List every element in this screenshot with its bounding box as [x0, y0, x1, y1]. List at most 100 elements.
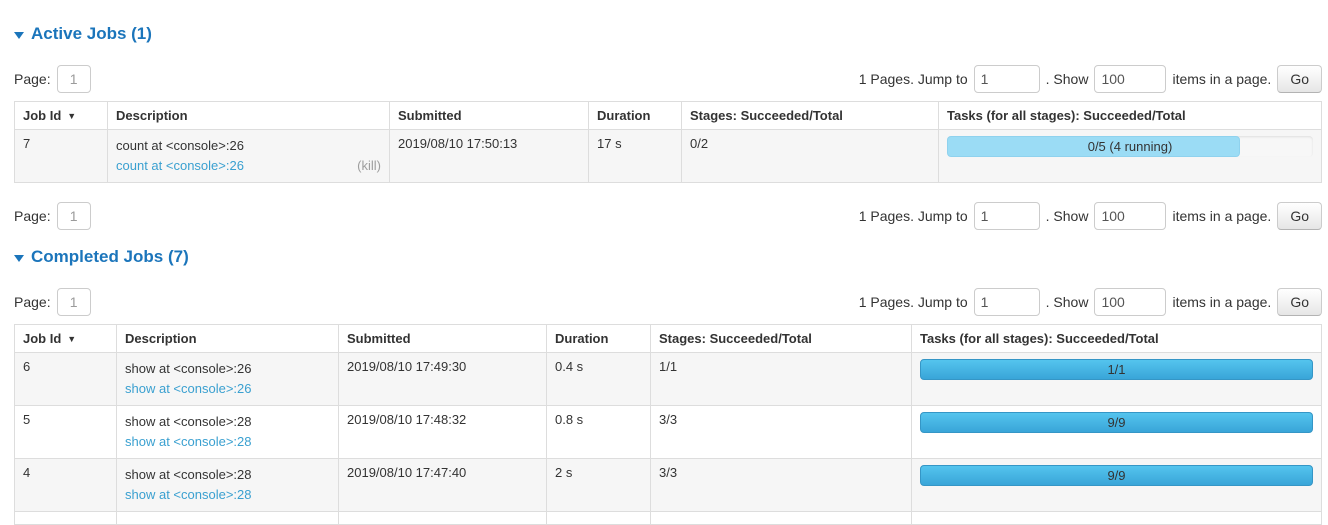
- description-cell: show at <console>:28 show at <console>:2…: [116, 405, 339, 459]
- job-id-cell: 4: [14, 458, 117, 512]
- completed-jobs-header[interactable]: Completed Jobs (7): [14, 247, 1322, 267]
- items-per-page-text: items in a page.: [1172, 208, 1272, 224]
- stages-cell: 3/3: [650, 458, 912, 512]
- job-detail-link[interactable]: show at <console>:28: [125, 487, 252, 502]
- description-cell: show at <console>:28 show at <console>:2…: [116, 458, 339, 512]
- column-header-stages[interactable]: Stages: Succeeded/Total: [681, 101, 939, 130]
- pages-count-text: 1 Pages. Jump to: [858, 294, 968, 310]
- page-label: Page:: [14, 294, 51, 310]
- stages-cell: 0/2: [681, 129, 939, 183]
- description-cell: count at <console>:26 count at <console>…: [107, 129, 390, 183]
- items-per-page-text: items in a page.: [1172, 71, 1272, 87]
- job-description-text: show at <console>:26: [125, 361, 252, 376]
- jump-to-page-input[interactable]: [973, 202, 1040, 230]
- collapse-arrow-icon: [14, 31, 24, 39]
- duration-cell: 2 s: [546, 458, 651, 512]
- jump-to-page-input[interactable]: [973, 288, 1040, 316]
- table-row: 7 count at <console>:26 count at <consol…: [14, 129, 1322, 183]
- duration-cell: 0.4 s: [546, 352, 651, 406]
- job-detail-link[interactable]: show at <console>:28: [125, 434, 252, 449]
- column-header-job-id[interactable]: Job Id ▼: [14, 324, 117, 353]
- table-row: 4 show at <console>:28 show at <console>…: [14, 458, 1322, 512]
- submitted-cell: 2019/08/10 17:50:13: [389, 129, 589, 183]
- completed-jobs-title: Completed Jobs (7): [31, 247, 189, 266]
- pages-count-text: 1 Pages. Jump to: [858, 208, 968, 224]
- progress-fill: [920, 412, 1313, 433]
- page-label: Page:: [14, 208, 51, 224]
- tasks-cell: 9/9: [911, 405, 1322, 459]
- column-header-duration[interactable]: Duration: [546, 324, 651, 353]
- column-header-description[interactable]: Description: [116, 324, 339, 353]
- progress-label: 0/5 (4 running): [1087, 139, 1173, 154]
- column-header-duration[interactable]: Duration: [588, 101, 682, 130]
- stages-cell: 3/3: [650, 405, 912, 459]
- sort-arrow-icon: ▼: [67, 111, 77, 121]
- submitted-cell: 2019/08/10 17:48:32: [338, 405, 547, 459]
- completed-jobs-header-row: Job Id ▼ Description Submitted Duration S…: [14, 324, 1322, 353]
- jump-to-page-input[interactable]: [973, 65, 1040, 93]
- column-header-description[interactable]: Description: [107, 101, 390, 130]
- tasks-cell: 9/9: [911, 458, 1322, 512]
- kill-job-link[interactable]: (kill): [357, 158, 381, 173]
- sort-arrow-icon: ▼: [67, 334, 77, 344]
- job-description-text: show at <console>:28: [125, 414, 252, 429]
- column-header-tasks[interactable]: Tasks (for all stages): Succeeded/Total: [938, 101, 1322, 130]
- pages-count-text: 1 Pages. Jump to: [858, 71, 968, 87]
- collapse-arrow-icon: [14, 254, 24, 262]
- items-per-page-text: items in a page.: [1172, 294, 1272, 310]
- items-per-page-input[interactable]: [1094, 288, 1167, 316]
- progress-label: 9/9: [1107, 415, 1126, 430]
- show-text: . Show: [1045, 71, 1089, 87]
- active-jobs-header[interactable]: Active Jobs (1): [14, 24, 1322, 44]
- go-button[interactable]: Go: [1277, 288, 1322, 316]
- job-description-text: count at <console>:26: [116, 138, 244, 153]
- table-row: 5 show at <console>:28 show at <console>…: [14, 405, 1322, 459]
- duration-cell: 17 s: [588, 129, 682, 183]
- progress-label: 9/9: [1107, 468, 1126, 483]
- go-button[interactable]: Go: [1277, 65, 1322, 93]
- items-per-page-input[interactable]: [1094, 202, 1167, 230]
- items-per-page-input[interactable]: [1094, 65, 1167, 93]
- go-button[interactable]: Go: [1277, 202, 1322, 230]
- progress-fill: [920, 465, 1313, 486]
- active-jobs-title: Active Jobs (1): [31, 24, 152, 43]
- column-header-submitted[interactable]: Submitted: [338, 324, 547, 353]
- job-id-cell: 5: [14, 405, 117, 459]
- tasks-progress-bar: 0/5 (4 running): [947, 136, 1313, 157]
- pagination-completed-top: Page: 1 Pages. Jump to . Show items in a…: [14, 288, 1322, 316]
- page-number-input[interactable]: [56, 65, 91, 93]
- column-header-stages[interactable]: Stages: Succeeded/Total: [650, 324, 912, 353]
- submitted-cell: 2019/08/10 17:47:40: [338, 458, 547, 512]
- job-description-text: show at <console>:28: [125, 467, 252, 482]
- column-header-tasks[interactable]: Tasks (for all stages): Succeeded/Total: [911, 324, 1322, 353]
- page-number-input[interactable]: [56, 202, 91, 230]
- description-cell: show at <console>:26 show at <console>:2…: [116, 352, 339, 406]
- show-text: . Show: [1045, 208, 1089, 224]
- table-row-partial: [14, 511, 1322, 525]
- tasks-progress-bar: 1/1: [920, 359, 1313, 380]
- pagination-active-top: Page: 1 Pages. Jump to . Show items in a…: [14, 65, 1322, 93]
- progress-fill: [947, 136, 1240, 157]
- tasks-cell: 0/5 (4 running): [938, 129, 1322, 183]
- column-header-submitted[interactable]: Submitted: [389, 101, 589, 130]
- active-jobs-table: Job Id ▼ Description Submitted Duration S…: [14, 101, 1322, 183]
- tasks-cell: 1/1: [911, 352, 1322, 406]
- tasks-progress-bar: 9/9: [920, 465, 1313, 486]
- job-detail-link[interactable]: count at <console>:26: [116, 158, 244, 173]
- submitted-cell: 2019/08/10 17:49:30: [338, 352, 547, 406]
- show-text: . Show: [1045, 294, 1089, 310]
- stages-cell: 1/1: [650, 352, 912, 406]
- duration-cell: 0.8 s: [546, 405, 651, 459]
- pagination-active-bottom: Page: 1 Pages. Jump to . Show items in a…: [14, 202, 1322, 230]
- page-number-input[interactable]: [56, 288, 91, 316]
- job-id-cell: 6: [14, 352, 117, 406]
- job-detail-link[interactable]: show at <console>:26: [125, 381, 252, 396]
- table-row: 6 show at <console>:26 show at <console>…: [14, 352, 1322, 406]
- column-header-job-id[interactable]: Job Id ▼: [14, 101, 108, 130]
- completed-jobs-table: Job Id ▼ Description Submitted Duration S…: [14, 324, 1322, 525]
- tasks-progress-bar: 9/9: [920, 412, 1313, 433]
- active-jobs-header-row: Job Id ▼ Description Submitted Duration S…: [14, 101, 1322, 130]
- job-id-cell: 7: [14, 129, 108, 183]
- progress-label: 1/1: [1107, 362, 1126, 377]
- page-label: Page:: [14, 71, 51, 87]
